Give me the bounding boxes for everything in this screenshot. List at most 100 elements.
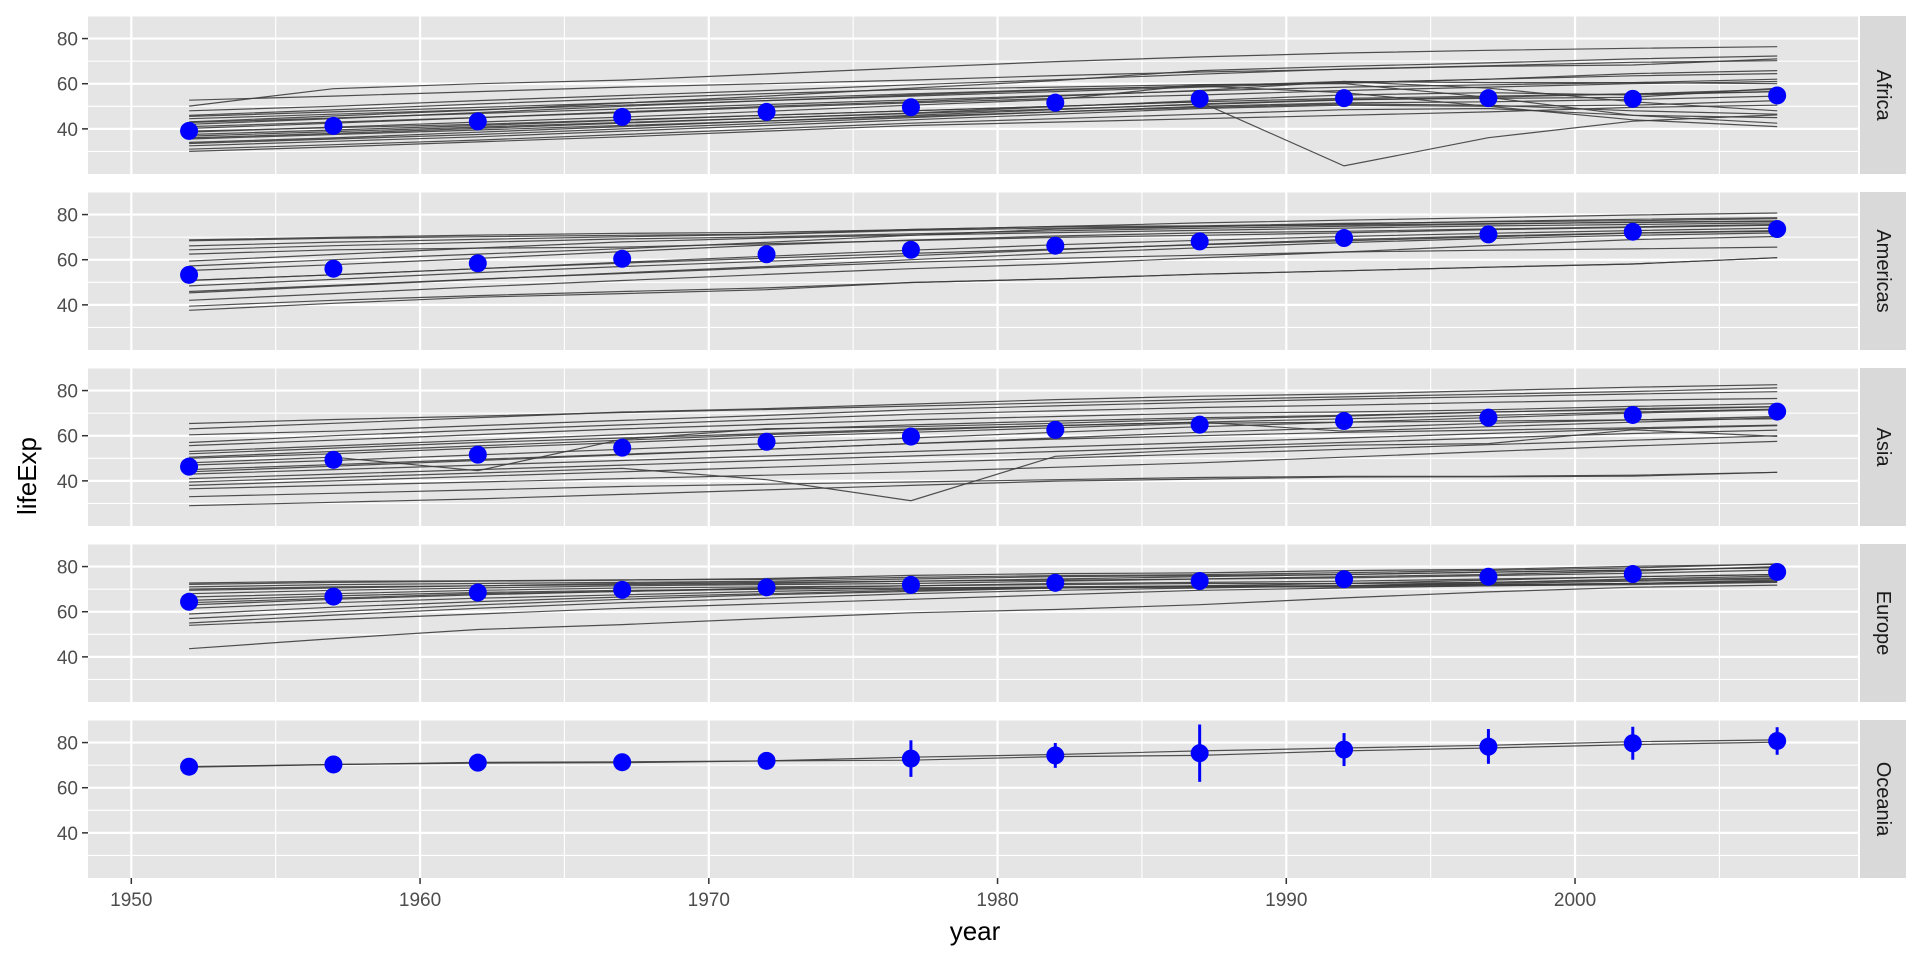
mean-point bbox=[180, 457, 199, 476]
country-line bbox=[189, 81, 1778, 124]
mean-point bbox=[1623, 734, 1642, 753]
y-tick-label: 60 bbox=[57, 603, 78, 624]
facet-panels: 40 60 80 Africa 40 60 80 Americas 40 60 80 Asia 40 60… bbox=[57, 15, 1906, 878]
country-line bbox=[189, 87, 1778, 143]
country-line bbox=[189, 573, 1778, 606]
country-line bbox=[189, 403, 1778, 447]
facet-africa: 40 60 80 Africa bbox=[57, 15, 1906, 174]
country-line bbox=[189, 429, 1778, 480]
y-tick-label: 80 bbox=[57, 558, 78, 579]
country-line bbox=[189, 88, 1778, 137]
mean-point bbox=[468, 445, 487, 464]
y-tick-label: 40 bbox=[57, 120, 78, 141]
mean-point bbox=[613, 580, 632, 599]
facet-oceania: 40 60 80 Oceania bbox=[57, 719, 1906, 878]
y-tick-label: 80 bbox=[57, 734, 78, 755]
country-line bbox=[189, 387, 1778, 425]
country-line bbox=[189, 471, 1778, 507]
country-line bbox=[189, 222, 1778, 262]
facet-strip-label: Asia bbox=[1872, 428, 1894, 468]
country-line bbox=[189, 55, 1778, 123]
mean-point bbox=[1335, 740, 1354, 759]
mean-point bbox=[468, 753, 487, 772]
mean-point bbox=[1768, 731, 1787, 750]
country-line bbox=[189, 223, 1778, 272]
country-line bbox=[189, 101, 1778, 167]
country-line bbox=[189, 425, 1778, 475]
y-tick-label: 60 bbox=[57, 75, 78, 96]
country-line bbox=[189, 80, 1778, 128]
country-line bbox=[189, 575, 1778, 624]
mean-point bbox=[1479, 567, 1498, 586]
mean-point bbox=[1335, 229, 1354, 248]
country-line bbox=[189, 563, 1778, 585]
panel-background bbox=[88, 720, 1858, 878]
country-line bbox=[189, 91, 1778, 139]
country-line bbox=[189, 741, 1778, 768]
mean-point bbox=[1768, 86, 1787, 105]
country-line bbox=[189, 95, 1778, 145]
country-line bbox=[189, 85, 1778, 128]
x-tick-label: 1970 bbox=[688, 890, 730, 911]
x-tick-label: 1950 bbox=[110, 890, 152, 911]
facet-strip bbox=[1860, 368, 1906, 526]
mean-point bbox=[1768, 220, 1787, 239]
mean-point bbox=[613, 753, 632, 772]
mean-point bbox=[757, 245, 776, 264]
facet-strip bbox=[1860, 544, 1906, 702]
country-line bbox=[189, 218, 1778, 242]
panel-data bbox=[180, 384, 1787, 507]
y-tick-label: 40 bbox=[57, 472, 78, 493]
panel-background bbox=[88, 192, 1858, 350]
y-tick-label: 40 bbox=[57, 648, 78, 669]
country-line bbox=[189, 406, 1778, 472]
panel-data bbox=[180, 724, 1787, 782]
country-line bbox=[189, 220, 1778, 251]
y-tick-label: 80 bbox=[57, 382, 78, 403]
country-line bbox=[189, 417, 1778, 455]
panel-data bbox=[180, 212, 1787, 311]
y-tick-label: 60 bbox=[57, 779, 78, 800]
country-line bbox=[189, 391, 1778, 436]
mean-point bbox=[324, 259, 343, 278]
country-line bbox=[189, 230, 1778, 287]
y-tick-label: 80 bbox=[57, 206, 78, 227]
mean-point bbox=[1623, 405, 1642, 424]
country-line bbox=[189, 227, 1778, 282]
country-line bbox=[189, 584, 1778, 650]
country-line bbox=[189, 429, 1778, 502]
country-line bbox=[189, 569, 1778, 595]
country-line bbox=[189, 567, 1778, 590]
country-line bbox=[189, 58, 1778, 101]
country-line bbox=[189, 573, 1778, 620]
mean-point bbox=[1046, 420, 1065, 439]
mean-point bbox=[901, 98, 920, 117]
mean-point bbox=[1046, 746, 1065, 765]
x-axis: 1950 1960 1970 1980 1990 2000 bbox=[110, 878, 1596, 911]
mean-point bbox=[1046, 93, 1065, 112]
country-line bbox=[189, 440, 1778, 490]
facet-strip-label: Africa bbox=[1872, 69, 1894, 121]
mean-point bbox=[180, 592, 199, 611]
panel-background bbox=[88, 368, 1858, 526]
facet-strip-label: Oceania bbox=[1872, 762, 1894, 837]
panel-background bbox=[88, 544, 1858, 702]
mean-point bbox=[901, 427, 920, 446]
facet-strip-label: Americas bbox=[1872, 229, 1894, 312]
mean-point bbox=[1190, 572, 1209, 591]
mean-point bbox=[1623, 89, 1642, 108]
mean-point bbox=[1623, 222, 1642, 241]
mean-point bbox=[757, 102, 776, 121]
mean-point bbox=[613, 438, 632, 457]
mean-point bbox=[757, 578, 776, 597]
mean-point bbox=[324, 116, 343, 135]
country-line bbox=[189, 46, 1778, 107]
country-line bbox=[189, 424, 1778, 473]
mean-point bbox=[757, 751, 776, 770]
country-line bbox=[189, 83, 1778, 133]
mean-point bbox=[1623, 565, 1642, 584]
y-tick-label: 40 bbox=[57, 824, 78, 845]
country-line bbox=[189, 78, 1778, 125]
y-tick-label: 80 bbox=[57, 30, 78, 51]
